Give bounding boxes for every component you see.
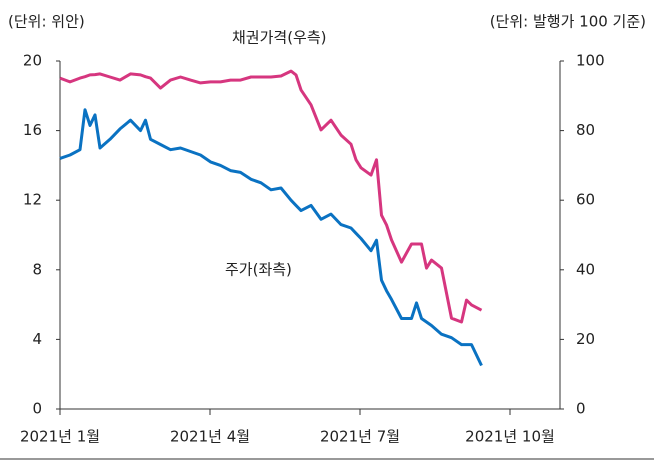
series-label: 채권가격(우측) (232, 29, 327, 47)
y2-tick-label: 20 (576, 330, 595, 348)
y-tick-label: 8 (32, 260, 42, 278)
y-tick-label: 0 (32, 400, 42, 418)
y2-tick-label: 80 (576, 121, 595, 139)
series-line (59, 108, 483, 367)
x-tick-label: 2021년 7월 (320, 428, 400, 446)
y-tick-label: 16 (23, 121, 42, 139)
x-tick-label: 2021년 1월 (20, 428, 100, 446)
y2-tick-label: 100 (576, 52, 605, 70)
y2-tick-label: 40 (576, 260, 595, 278)
y2-unit-label: (단위: 발행가 100 기준) (490, 13, 646, 31)
y2-tick-label: 60 (576, 191, 595, 209)
y-tick-label: 20 (23, 52, 42, 70)
y-tick-label: 4 (32, 330, 42, 348)
series-line (59, 69, 483, 324)
x-tick-label: 2021년 10월 (465, 428, 555, 446)
y-tick-label: 12 (23, 191, 42, 209)
series-label: 주가(좌측) (225, 261, 292, 279)
x-tick-label: 2021년 4월 (170, 428, 250, 446)
y-unit-label: (단위: 위안) (8, 13, 85, 31)
y2-tick-label: 0 (576, 400, 586, 418)
